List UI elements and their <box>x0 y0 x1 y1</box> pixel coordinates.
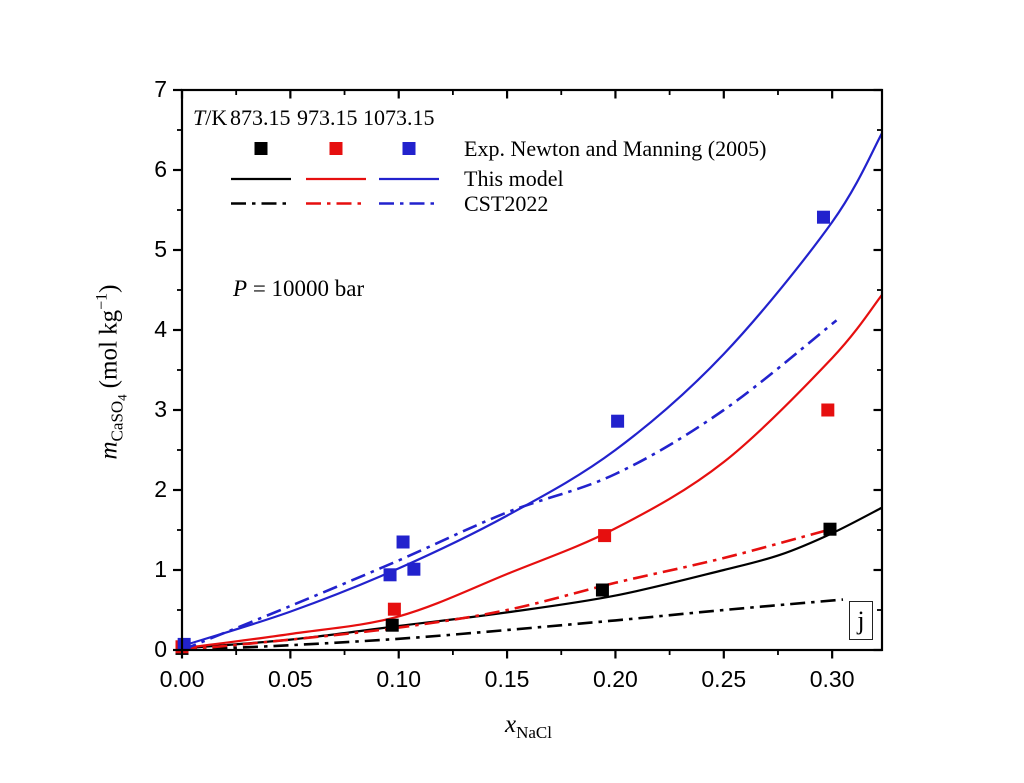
marker-exp-873K <box>823 522 837 536</box>
marker-exp-973K <box>821 403 835 417</box>
legend-square-1073.15 <box>402 142 416 155</box>
curve-cst2022-1073K <box>182 319 838 650</box>
curve-model-973K <box>182 294 882 650</box>
curve-model-1073K <box>182 132 882 648</box>
curve-model-873K <box>182 506 882 650</box>
marker-exp-973K <box>598 529 612 543</box>
legend-square-973.15 <box>329 142 343 155</box>
axes-frame <box>180 88 884 652</box>
curve-cst2022-973K <box>182 526 837 650</box>
marker-exp-1073K <box>396 535 410 549</box>
marker-exp-1073K <box>407 562 421 576</box>
marker-exp-973K <box>387 602 401 616</box>
marker-exp-1073K <box>383 568 397 582</box>
curve-cst2022-873K <box>182 598 844 650</box>
marker-exp-1073K <box>611 414 625 428</box>
marker-exp-873K <box>595 583 609 597</box>
marker-exp-1073K <box>816 210 830 224</box>
marker-exp-873K <box>385 618 399 632</box>
legend-square-873.15 <box>254 142 268 155</box>
